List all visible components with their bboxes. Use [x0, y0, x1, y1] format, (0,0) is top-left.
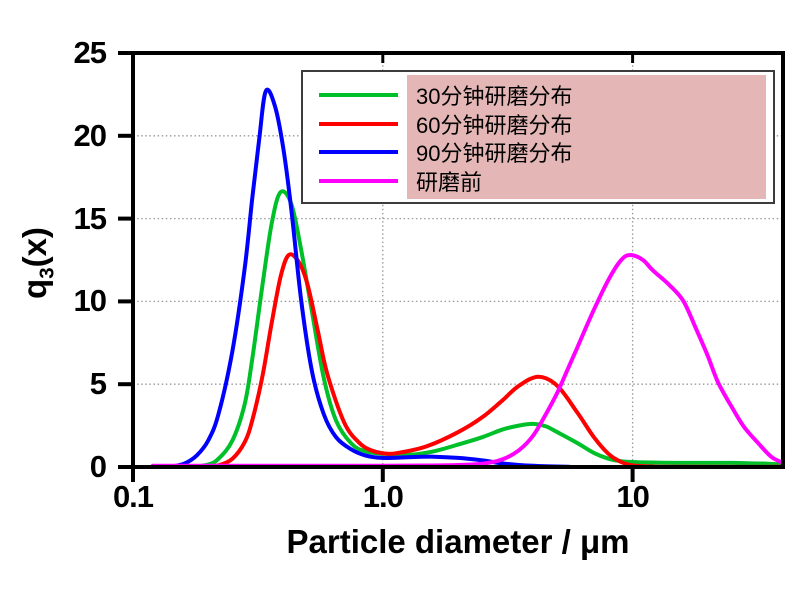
- series-curve-3: [150, 253, 785, 468]
- legend-label-before-grinding: 研磨前: [416, 169, 483, 195]
- legend-item-30min: 30分钟研磨分布: [303, 82, 773, 109]
- x-axis-title: Particle diameter / μm: [286, 523, 630, 560]
- legend-line-green: [319, 93, 398, 98]
- legend-line-red: [319, 121, 398, 126]
- series-curve-1: [200, 252, 785, 469]
- plot-border: [131, 51, 785, 469]
- y-tick-label-5: 5: [89, 366, 107, 402]
- legend-item-60min: 60分钟研磨分布: [303, 110, 773, 138]
- y-tick-label-10: 10: [73, 283, 107, 319]
- x-tick-label-1.0: 1.0: [362, 479, 404, 514]
- y-tick-label-20: 20: [73, 117, 107, 153]
- y-tick-label-25: 25: [73, 35, 107, 70]
- legend-line-blue: [319, 150, 398, 155]
- x-tick-label-10: 10: [616, 479, 649, 514]
- y-tick-label-15: 15: [73, 200, 107, 236]
- y-axis-title: q3(x): [16, 227, 59, 299]
- series-curve-0: [188, 189, 785, 469]
- x-tick-label-0.1: 0.1: [112, 479, 154, 514]
- legend-box: 30分钟研磨分布 60分钟研磨分布 90分钟研磨分布 研磨前: [301, 70, 775, 204]
- legend-label-30min: 30分钟研磨分布: [416, 84, 573, 110]
- series-curve-2: [167, 87, 785, 470]
- legend-item-90min: 90分钟研磨分布: [303, 139, 773, 166]
- legend-rows: 30分钟研磨分布 60分钟研磨分布 90分钟研磨分布 研磨前: [303, 72, 773, 202]
- legend-line-magenta: [319, 178, 398, 183]
- y-tick-label-0: 0: [89, 449, 107, 484]
- legend-item-before-grinding: 研磨前: [303, 167, 773, 195]
- legend-label-90min: 90分钟研磨分布: [416, 141, 573, 167]
- legend-label-60min: 60分钟研磨分布: [416, 112, 573, 138]
- legend-highlight-rect: [407, 75, 766, 199]
